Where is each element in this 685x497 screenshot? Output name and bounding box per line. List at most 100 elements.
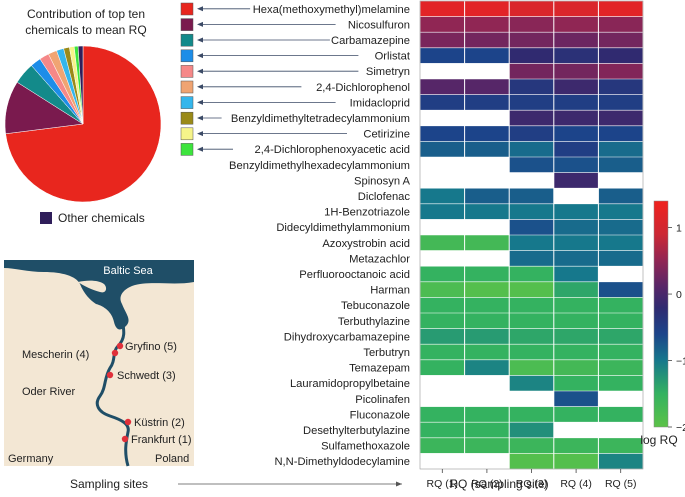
heatmap-cell-2-4-dichlorophenol-site-4	[553, 79, 599, 95]
row-label-terbuthylazine: Terbuthylazine	[338, 316, 410, 328]
heatmap-cell-perfluorooctanoic-acid-site-5	[598, 266, 643, 282]
heatmap-cell-desethylterbutylazine-site-2	[464, 422, 510, 438]
row-label-cetirizine: Cetirizine	[363, 129, 410, 141]
heatmap-cell-2-4-dichlorophenoxyacetic-acid-site-4	[553, 141, 599, 157]
heatmap-cell-diclofenac-site-5	[598, 188, 643, 204]
heatmap-cell-sulfamethoxazole-site-3	[509, 437, 554, 454]
column-label-site-4: RQ (4)	[560, 478, 592, 490]
row-label-lauramidopropylbetaine: Lauramidopropylbetaine	[290, 378, 410, 390]
row-label-perfluorooctanoic-acid: Perfluorooctanoic acid	[299, 269, 410, 281]
sea-label: Baltic Sea	[103, 265, 153, 277]
legend-swatch-simetryn	[180, 65, 194, 78]
heatmap-cell-cetirizine-site-5	[598, 125, 643, 142]
row-label-1h-benzotriazole: 1H-Benzotriazole	[324, 207, 410, 219]
heatmap-cell-metazachlor-site-3	[509, 250, 554, 267]
heatmap-cell-didecyldimethylammonium-site-3	[509, 219, 554, 235]
heatmap-cell-2-4-dichlorophenol-site-2	[464, 79, 510, 95]
legend-arrow-head	[197, 37, 203, 43]
map-lagoon-land	[78, 280, 107, 293]
row-label-fluconazole: Fluconazole	[350, 409, 410, 421]
heatmap-cell-metazachlor-site-2	[464, 250, 510, 267]
heatmap-cell-orlistat-site-1	[420, 47, 465, 64]
heatmap-cell-simetryn-site-1	[420, 63, 465, 79]
colorbar-ticks: 1 0 −1 −2	[668, 223, 685, 434]
heatmap-cell-1h-benzotriazole-site-2	[464, 203, 510, 220]
legend-arrow-head	[197, 84, 203, 90]
row-label-n-n-dimethyldodecylamine: N,N-Dimethyldodecylamine	[274, 456, 410, 468]
heatmap-cell-dihydroxycarbamazepine-site-2	[464, 328, 510, 345]
heatmap-cell-terbuthylazine-site-2	[464, 313, 510, 329]
heatmap-cell-benzyldimethylhexadecylammonium-site-3	[509, 157, 554, 173]
site-marker-schwedt	[106, 371, 114, 379]
heatmap-cell-tebuconazole-site-4	[553, 297, 599, 313]
legend-swatch-hexa-methoxymethyl-melamine	[180, 2, 194, 16]
column-label-site-3: RQ (3)	[516, 478, 548, 490]
legend-swatch-nicosulfuron	[180, 18, 194, 31]
heatmap-cell-sulfamethoxazole-site-1	[420, 437, 465, 454]
heatmap-cell-terbutryn-site-1	[420, 344, 465, 360]
heatmap-cell-hexa-methoxymethyl-melamine-site-2	[464, 1, 510, 17]
heatmap-cell-harman-site-3	[509, 281, 554, 298]
heatmap-cell-1h-benzotriazole-site-3	[509, 203, 554, 220]
legend-swatch-2-4-dichlorophenol	[180, 80, 194, 94]
heatmap-cell-desethylterbutylazine-site-1	[420, 422, 465, 438]
pie-title-line2: chemicals to mean RQ	[25, 23, 146, 37]
heatmap-cell-metazachlor-site-1	[420, 250, 465, 267]
heatmap-cell-orlistat-site-2	[464, 47, 510, 64]
heatmap-cell-nicosulfuron-site-5	[598, 16, 643, 33]
heatmap-cell-terbuthylazine-site-5	[598, 313, 643, 329]
row-label-dihydroxycarbamazepine: Dihydroxycarbamazepine	[284, 331, 410, 343]
heatmap-cell-temazepam-site-5	[598, 359, 643, 376]
heatmap-cell-desethylterbutylazine-site-3	[509, 422, 554, 438]
column-labels: RQ (1) RQ (2) RQ (3) RQ (4) RQ (5)	[427, 469, 637, 490]
heatmap-cell-2-4-dichlorophenol-site-3	[509, 79, 554, 95]
column-label-site-5: RQ (5)	[605, 478, 637, 490]
heatmap-cell-fluconazole-site-1	[420, 406, 465, 423]
legend-arrow-head	[197, 53, 203, 59]
row-label-tebuconazole: Tebuconazole	[341, 300, 410, 312]
heatmap-cell-tebuconazole-site-5	[598, 297, 643, 313]
heatmap-cell-nicosulfuron-site-3	[509, 16, 554, 33]
heatmap-cell-orlistat-site-4	[553, 47, 599, 64]
heatmap-cell-spinosyn-a-site-4	[553, 172, 599, 189]
heatmap-cell-hexa-methoxymethyl-melamine-site-5	[598, 1, 643, 17]
heatmap-cell-benzyldimethyltetradecylammonium-site-2	[464, 110, 510, 126]
heatmap-cell-spinosyn-a-site-3	[509, 172, 554, 189]
row-label-imidacloprid: Imidacloprid	[350, 97, 410, 109]
heatmap-cell-lauramidopropylbetaine-site-2	[464, 375, 510, 391]
heatmap-cell-orlistat-site-3	[509, 47, 554, 64]
heatmap-cell-1h-benzotriazole-site-5	[598, 203, 643, 220]
row-label-carbamazepine: Carbamazepine	[331, 35, 410, 47]
heatmap-cell-n-n-dimethyldodecylamine-site-5	[598, 453, 643, 469]
heatmap-cell-azoxystrobin-acid-site-1	[420, 235, 465, 251]
site-marker-gryfino	[116, 342, 124, 350]
heatmap-cell-n-n-dimethyldodecylamine-site-2	[464, 453, 510, 469]
heatmap-cell-imidacloprid-site-5	[598, 94, 643, 111]
heatmap-cell-picolinafen-site-3	[509, 391, 554, 407]
x-axis-title: RQ (sampling site)	[449, 477, 548, 491]
site-label-schwedt: Schwedt (3)	[117, 370, 176, 382]
heatmap-cell-dihydroxycarbamazepine-site-4	[553, 328, 599, 345]
heatmap-cell-carbamazepine-site-1	[420, 32, 465, 48]
legend-swatch-orlistat	[180, 49, 194, 63]
heatmap-cell-2-4-dichlorophenol-site-1	[420, 79, 465, 95]
row-label-benzyldimethylhexadecylammonium: Benzyldimethylhexadecylammonium	[229, 160, 410, 172]
heatmap-cell-simetryn-site-5	[598, 63, 643, 79]
heatmap-cell-didecyldimethylammonium-site-2	[464, 219, 510, 235]
heatmap-cell-hexa-methoxymethyl-melamine-site-4	[553, 1, 599, 17]
heatmap-cell-fluconazole-site-3	[509, 406, 554, 423]
colorbar-label: log RQ	[640, 433, 677, 447]
heatmap-cell-sulfamethoxazole-site-4	[553, 437, 599, 454]
heatmap-cell-temazepam-site-2	[464, 359, 510, 376]
heatmap-cell-simetryn-site-2	[464, 63, 510, 79]
heatmap-cell-benzyldimethyltetradecylammonium-site-3	[509, 110, 554, 126]
row-label-nicosulfuron: Nicosulfuron	[348, 19, 410, 31]
heatmap-cell-carbamazepine-site-5	[598, 32, 643, 48]
other-chemicals-label: Other chemicals	[58, 211, 145, 225]
heatmap-cell-desethylterbutylazine-site-4	[553, 422, 599, 438]
heatmap-cell-terbuthylazine-site-3	[509, 313, 554, 329]
legend-arrow-head	[197, 131, 203, 137]
heatmap-cell-perfluorooctanoic-acid-site-2	[464, 266, 510, 282]
heatmap-cell-cetirizine-site-2	[464, 125, 510, 142]
